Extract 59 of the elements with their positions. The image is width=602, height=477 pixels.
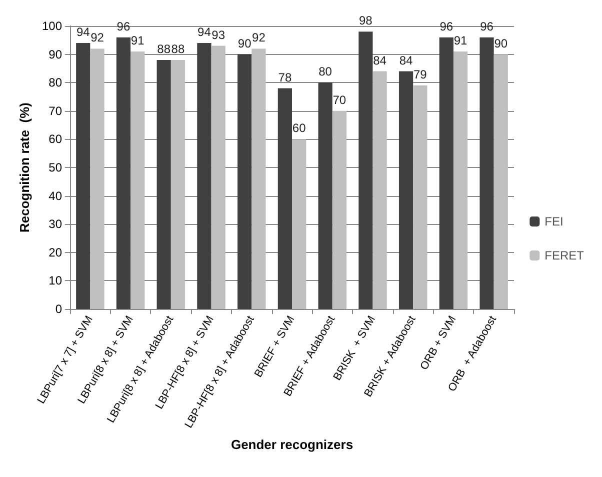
bar [252, 48, 266, 309]
y-tick-label: 0 [55, 302, 62, 316]
y-tick-label: 10 [48, 274, 62, 288]
y-tick-label: 30 [48, 217, 62, 232]
data-label: 84 [373, 53, 387, 68]
bar [358, 32, 373, 309]
bar [494, 54, 508, 309]
data-label: 88 [171, 42, 185, 56]
bar [197, 42, 212, 309]
y-tick-label: 60 [48, 132, 62, 146]
bar [398, 71, 414, 309]
y-tick-label: 50 [48, 160, 62, 174]
data-label: 94 [76, 24, 90, 39]
data-label: 80 [318, 64, 332, 79]
bar [116, 37, 131, 309]
bar [156, 60, 171, 309]
bar [211, 46, 226, 309]
data-label: 60 [292, 121, 306, 136]
data-label: 90 [238, 36, 252, 50]
data-label: 93 [212, 28, 226, 42]
bar [332, 110, 346, 309]
data-label: 94 [198, 24, 212, 39]
bar [453, 51, 468, 309]
bar [318, 82, 332, 309]
bar [413, 85, 428, 309]
bar [480, 37, 494, 309]
bar [238, 54, 252, 309]
data-label: 78 [278, 70, 292, 84]
data-label: 88 [157, 42, 171, 56]
data-label: 96 [480, 19, 494, 34]
bar [292, 139, 306, 309]
y-tick-label: 90 [48, 47, 62, 62]
legend-label: FERET [544, 248, 585, 262]
bar [372, 71, 387, 309]
data-label: 70 [332, 92, 346, 107]
y-tick-label: 70 [48, 104, 62, 118]
data-label: 84 [399, 53, 414, 68]
y-tick-label: 80 [48, 76, 62, 90]
data-label: 91 [130, 33, 145, 48]
data-label: 90 [494, 36, 508, 50]
data-label: 91 [454, 33, 468, 48]
legend-label: FEI [544, 214, 564, 228]
data-label: 92 [90, 30, 104, 45]
bar [76, 42, 90, 309]
data-label: 96 [440, 19, 454, 34]
bar [130, 51, 145, 309]
y-tick-label: 100 [42, 19, 62, 33]
y-tick-label: 20 [48, 245, 62, 260]
data-label: 79 [413, 67, 428, 82]
bar [278, 88, 292, 309]
data-label: 96 [116, 19, 130, 34]
data-label: 92 [252, 30, 266, 45]
data-label: 98 [358, 14, 373, 28]
bar [90, 48, 104, 309]
x-axis-title: Gender recognizers [230, 437, 354, 452]
bar [170, 60, 186, 309]
bar [439, 37, 454, 309]
y-tick-label: 40 [48, 188, 62, 203]
y-axis-title: Recognition rate (%) [17, 102, 32, 233]
